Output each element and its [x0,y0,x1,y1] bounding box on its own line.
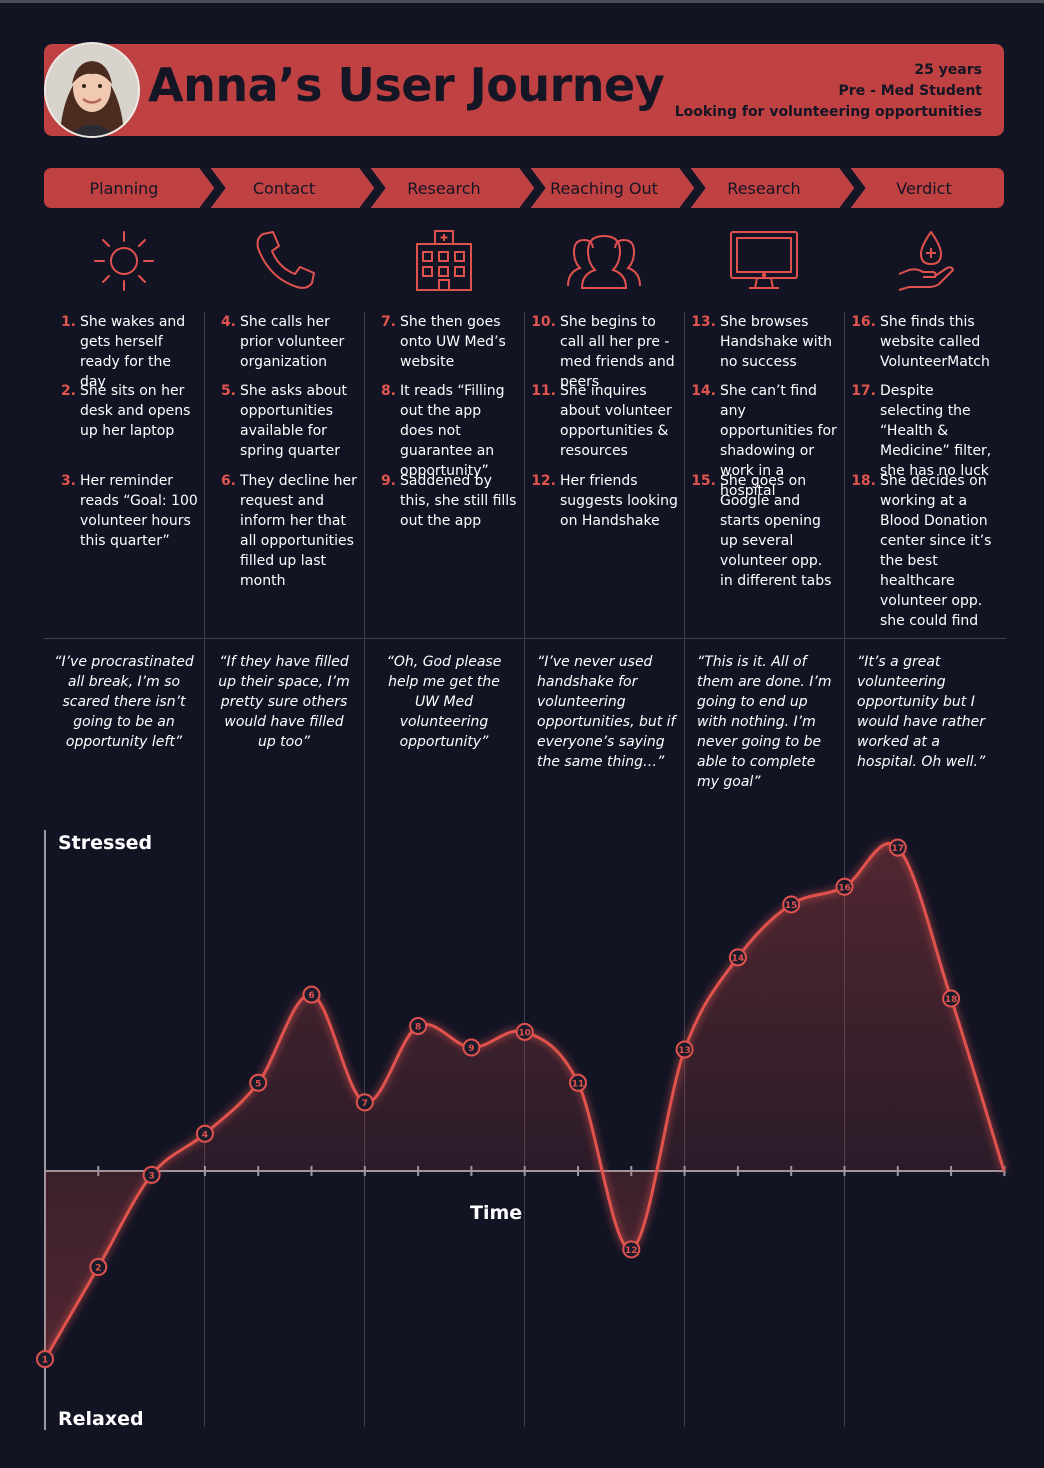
svg-text:15: 15 [785,901,798,911]
svg-text:12: 12 [625,1246,638,1256]
step-item: 4. She calls her prior volunteer organiza… [220,314,345,370]
quote-research: “Oh, God please help me get the UW Med v… [386,654,502,750]
persona-meta: 25 years Pre - Med Student Looking for v… [675,60,982,123]
svg-text:13: 13 [678,1046,691,1056]
x-label-time: Time [470,1202,523,1224]
quote-contact: “If they have filled up their space, I’m… [218,654,350,750]
step-marker-14: 14 [728,948,747,967]
svg-text:5: 5 [255,1079,261,1089]
step-marker-8: 8 [409,1016,428,1035]
monitor-icon [684,226,844,296]
svg-text:16: 16 [838,883,851,893]
column-divider [524,312,525,1427]
svg-text:11: 11 [572,1079,585,1089]
step-item: 15. She goes on Google and starts opening… [691,473,832,589]
portrait-image [46,44,138,136]
step-marker-16: 16 [835,877,854,896]
phase-planning: Planning [89,179,159,198]
svg-text:17: 17 [892,844,905,854]
step-item: 12. Her friends suggests looking on Hands… [531,473,678,529]
step-marker-6: 6 [302,985,321,1004]
y-label-relaxed: Relaxed [58,1408,144,1430]
step-marker-2: 2 [89,1258,108,1277]
step-item: 11. She inquires about volunteer opportun… [531,383,672,459]
step-item: 2. She sits on her desk and opens up her … [60,383,191,439]
quote-planning: “I’ve procrastinated all break, I’m so s… [54,654,194,750]
header-banner [44,44,1004,136]
svg-text:2: 2 [95,1264,101,1274]
area-fill-stressed [45,843,1004,1171]
step-marker-1: 1 [36,1350,54,1369]
step-marker-5: 5 [249,1073,268,1092]
svg-text:10: 10 [518,1028,531,1038]
step-item: 13. She browses Handshake with no success [691,314,832,370]
step-marker-11: 11 [569,1073,587,1092]
step-item: 17. Despite selecting the “Health & Medic… [851,383,992,479]
step-marker-12: 12 [622,1240,641,1259]
step-marker-4: 4 [195,1124,214,1143]
step-marker-18: 18 [942,989,961,1008]
quote-reaching-out: “I’ve never used handshake for volunteer… [537,654,676,770]
svg-text:18: 18 [945,995,958,1005]
phase-contact: Contact [252,179,316,198]
blood-donation-icon [844,226,1004,296]
svg-text:3: 3 [148,1171,154,1181]
column-divider [684,312,685,1427]
svg-text:1: 1 [42,1356,48,1366]
phone-icon [204,226,364,296]
step-marker-3: 3 [142,1165,161,1184]
svg-text:14: 14 [732,954,745,964]
step-marker-9: 9 [462,1038,481,1057]
svg-text:8: 8 [415,1022,421,1032]
phase-research-2: Research [727,179,801,198]
step-marker-7: 7 [355,1093,374,1112]
column-divider [204,312,205,1427]
quote-verdict: “It’s a great volunteering opportunity b… [857,654,986,770]
step-item: 6. They decline her request and inform h… [220,473,357,589]
step-item: 10. She begins to call all her pre - med … [531,314,675,390]
persona-goal: Looking for volunteering opportunities [674,104,982,120]
column-divider [364,312,365,1427]
svg-text:9: 9 [468,1044,474,1054]
y-label-stressed: Stressed [58,832,153,854]
avatar [44,42,140,138]
persona-age: 25 years [914,62,982,78]
step-item: 3. Her reminder reads “Goal: 100 voluntee… [60,473,198,549]
column-divider [844,312,845,1427]
step-item: 18. She decides on working at a Blood Don… [851,473,992,629]
phase-verdict: Verdict [896,179,952,198]
quote-research-2: “This is it. All of them are done. I’m g… [697,654,832,790]
svg-text:6: 6 [308,991,314,1001]
sun-icon [44,226,204,296]
step-item: 5. She asks about opportunities available… [220,383,347,459]
step-marker-13: 13 [675,1040,694,1059]
step-item: 16. She finds this website called Volunte… [851,314,990,370]
step-item: 14. She can’t find any opportunities for … [691,383,837,499]
step-marker-17: 17 [888,838,907,857]
top-border [0,0,1044,3]
people-icon [524,226,684,296]
step-item: 1. She wakes and gets herself ready for t… [60,314,186,390]
svg-text:7: 7 [362,1099,368,1109]
svg-text:4: 4 [202,1130,208,1140]
section-divider [44,638,1006,639]
step-item: 9. Saddened by this, she still fills out … [380,473,517,529]
phase-bar [44,168,1004,208]
page-title: Anna’s User Journey [148,58,665,112]
step-item: 8. It reads “Filling out the app does not… [380,383,505,479]
persona-role: Pre - Med Student [838,83,982,99]
step-item: 7. She then goes onto UW Med’s website [380,314,506,370]
hospital-icon [364,226,524,296]
phase-reaching-out: Reaching Out [550,179,658,198]
step-marker-15: 15 [782,895,801,914]
step-marker-10: 10 [515,1022,534,1041]
phase-research: Research [407,179,481,198]
